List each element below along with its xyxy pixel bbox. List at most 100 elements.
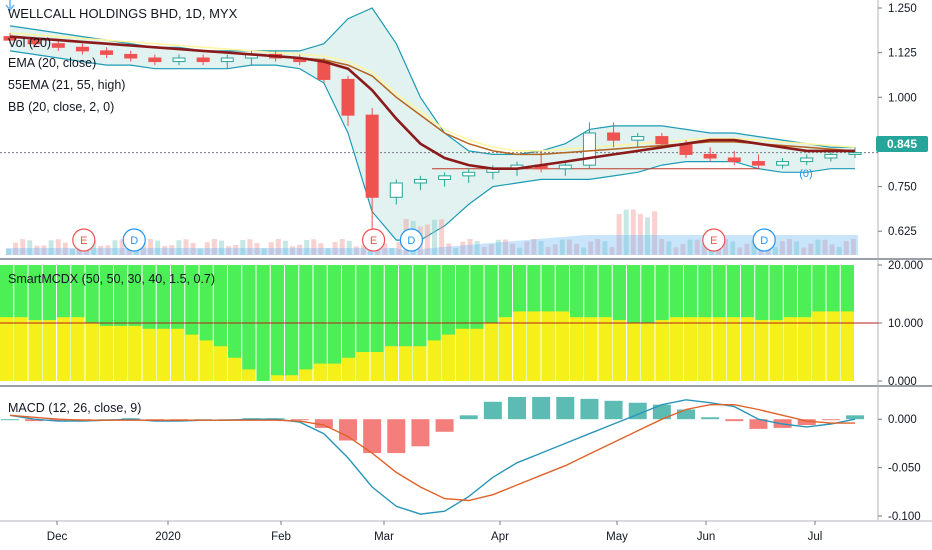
mcdx-yellow-bar: [384, 346, 398, 381]
volume-bar: [588, 241, 594, 255]
candle-body: [389, 182, 403, 198]
volume-bar: [424, 224, 430, 255]
macd-label[interactable]: MACD (12, 26, close, 9): [8, 401, 142, 415]
candle-body: [124, 53, 138, 59]
indicator-vol[interactable]: Vol (20): [8, 36, 52, 50]
ema20-line: [9, 35, 855, 170]
volume-bar: [290, 246, 295, 255]
mcdx-yellow-bar: [99, 325, 113, 381]
macd-tick-label: -0.100: [888, 511, 921, 523]
mcdx-yellow-bar: [356, 352, 370, 381]
macd-line: [9, 399, 856, 515]
mcdx-yellow-bar: [313, 363, 327, 381]
mcdx-tick-label: 10.000: [888, 318, 923, 330]
volume-bar: [538, 241, 544, 255]
mcdx-tick-label: 0.000: [888, 376, 917, 388]
volume-bar: [481, 246, 487, 255]
mcdx-yellow-bar: [669, 317, 683, 381]
volume-bar: [133, 248, 139, 255]
volume-bar: [396, 241, 402, 255]
mcdx-yellow-bar: [826, 311, 840, 381]
price-tick-label: 0.625: [888, 226, 917, 238]
mcdx-yellow-bar: [655, 320, 669, 381]
price-tick-label: 0.750: [888, 182, 917, 194]
volume-bar: [155, 240, 161, 255]
indicator-ema20[interactable]: EMA (20, close): [8, 56, 97, 70]
volume-bar: [162, 245, 168, 255]
candle-body: [196, 57, 210, 63]
volume-bar: [836, 246, 842, 255]
mcdx-yellow-bar: [228, 357, 242, 381]
volume-bar: [233, 245, 239, 255]
earnings-marker-label: E: [710, 235, 717, 247]
price-tick-label: 1.250: [888, 3, 917, 15]
macd-histogram-bar: [508, 396, 526, 420]
dividend-marker-label: D: [760, 235, 768, 247]
mcdx-label[interactable]: SmartMCDX (50, 50, 30, 40, 1.5, 0.7): [8, 272, 216, 286]
bollinger-lower-line: [9, 50, 855, 241]
mcdx-yellow-bar: [598, 317, 612, 381]
volume-bar: [254, 243, 260, 255]
mcdx-yellow-bar: [270, 375, 284, 381]
macd-histogram-bar: [1, 419, 19, 421]
volume-bar: [183, 239, 189, 255]
dividend-marker-label: D: [407, 235, 415, 247]
earnings-marker-label: E: [370, 235, 377, 247]
time-tick-label: Mar: [374, 531, 394, 543]
candle-body: [3, 36, 17, 41]
volume-bar: [382, 243, 388, 255]
time-tick-label: Jul: [808, 531, 823, 543]
macd-histogram-bar: [701, 417, 720, 420]
volume-bar: [48, 240, 54, 255]
volume-bar: [34, 245, 40, 255]
volume-bar: [822, 239, 828, 255]
dividend-marker: [399, 228, 423, 252]
volume-bar: [197, 248, 203, 255]
mcdx-yellow-bar: [242, 369, 256, 381]
volume-bar: [211, 239, 217, 255]
signal-line: [9, 404, 855, 502]
earnings-marker: [702, 228, 726, 252]
volume-bar: [339, 239, 345, 255]
volume-bar: [673, 247, 679, 255]
volume-bar: [637, 213, 643, 255]
indicator-ema55[interactable]: 55EMA (21, 55, high): [8, 78, 126, 92]
macd-histogram-bar: [459, 415, 478, 420]
ema-yellow-line: [9, 32, 856, 152]
volume-bar: [595, 239, 601, 255]
dividend-marker: [752, 228, 776, 252]
mcdx-yellow-bar: [213, 346, 227, 381]
volume-bar: [701, 244, 707, 255]
candle-body: [27, 39, 41, 45]
arrow-down-icon: [5, 0, 15, 12]
volume-bar: [432, 219, 437, 255]
chart-title: WELLCALL HOLDINGS BHD, 1D, MYX: [8, 6, 238, 21]
volume-bar: [453, 247, 459, 255]
mcdx-yellow-bar: [85, 323, 99, 381]
macd-histogram-bar: [725, 419, 744, 422]
macd-histogram-bar: [556, 396, 575, 420]
mcdx-yellow-bar: [612, 320, 626, 381]
volume-bar: [240, 240, 246, 255]
volume-bar: [460, 241, 466, 255]
macd-histogram-bar: [387, 419, 406, 454]
volume-bar: [680, 243, 686, 255]
volume-bar: [13, 242, 19, 255]
volume-bar: [176, 240, 182, 255]
volume-bar: [517, 247, 523, 255]
indicator-bb[interactable]: BB (20, close, 2, 0): [8, 100, 115, 114]
volume-bar: [275, 239, 281, 255]
macd-histogram-bar: [797, 419, 816, 426]
volume-bar: [311, 239, 317, 255]
volume-bar: [510, 243, 516, 255]
mcdx-yellow-bar: [327, 363, 341, 381]
mcdx-yellow-bar: [541, 311, 555, 381]
macd-histogram-bar: [580, 398, 599, 420]
candle-body: [727, 157, 741, 163]
volume-bar: [148, 239, 153, 255]
mcdx-yellow-bar: [741, 317, 755, 381]
time-tick-label: Dec: [47, 531, 68, 543]
candle-body: [558, 164, 572, 170]
volume-bar: [467, 239, 473, 255]
